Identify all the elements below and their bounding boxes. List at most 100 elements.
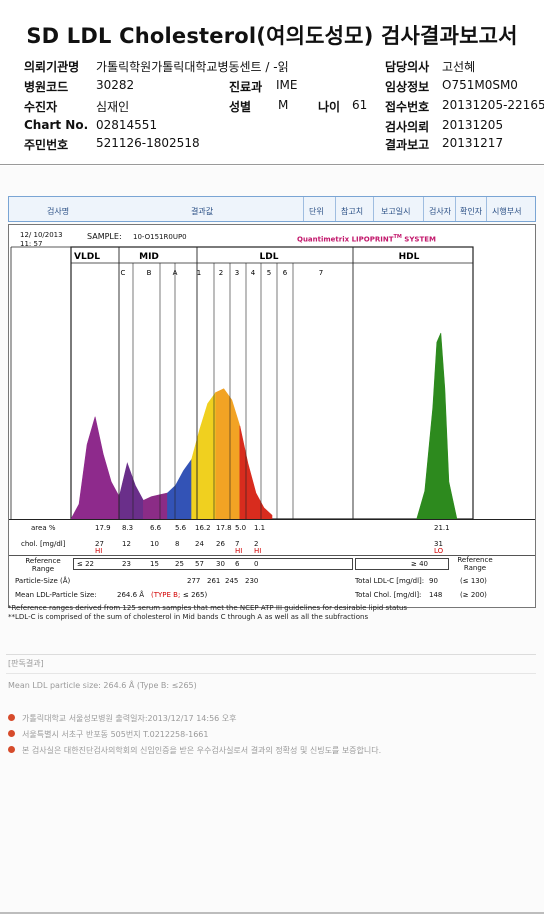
series-area-mid-a	[167, 458, 192, 520]
ref-value-cell: 0	[254, 560, 259, 568]
col-reference: 참고치	[341, 207, 364, 216]
band-label: A	[173, 269, 178, 277]
report-title: SD LDL Cholesterol(여의도성모) 검사결과보고서	[26, 24, 518, 48]
report-time: 11: 57	[20, 240, 43, 248]
series-area-vldl	[70, 416, 120, 520]
sex-label: 성별	[229, 100, 252, 114]
flag-label: HI	[95, 547, 103, 555]
accession-value: 20131205-22165	[442, 98, 544, 112]
col-report-time: 보고일시	[381, 207, 411, 216]
flag-label: LO	[434, 547, 444, 555]
col-test-name: 검사명	[47, 207, 70, 216]
sample-label: SAMPLE:	[87, 232, 122, 241]
col-divider	[486, 197, 487, 221]
areaRow-cell: 17.8	[216, 524, 232, 532]
ref-right-label: Reference Range	[457, 556, 493, 572]
particle-size-label: Particle-Size (Å)	[15, 577, 71, 585]
col-department: 시행부서	[492, 207, 522, 216]
cholRow-cell: 27	[95, 540, 104, 548]
chol-row-label: chol. [mg/dl]	[21, 540, 66, 548]
total-ldl-value: 90	[429, 577, 438, 585]
band-label: 2	[219, 269, 223, 277]
areaRow-cell: 5.6	[175, 524, 187, 532]
col-result: 결과값	[191, 207, 214, 216]
series-area-mid-c	[118, 462, 144, 520]
accreditation-footer: 본 검사실은 대한진단검사의학회의 신임인증을 받은 우수검사실로서 결과의 정…	[22, 746, 382, 755]
band-divider-group	[118, 247, 354, 519]
header-mid: 진료과 IME 성별 M 나이 61	[0, 0, 544, 160]
accession-label: 접수번호	[385, 100, 430, 114]
age-value: 61	[352, 98, 368, 112]
patient-label: 수진자	[24, 100, 58, 114]
age-label: 나이	[318, 100, 341, 114]
col-unit: 단위	[309, 207, 324, 216]
hospital-code-label: 병원코드	[24, 80, 69, 94]
brand-name: Quantimetrix LIPOPRINTTM SYSTEM	[297, 234, 436, 244]
group-label-vldl: VLDL	[74, 252, 100, 262]
ref-box-hdl	[355, 558, 449, 570]
areaRow-cell: 16.2	[195, 524, 211, 532]
lipoprint-chart: VLDL MID LDL HDL C B A 1 2 3 4 5 6 7	[10, 246, 474, 520]
page-bottom-border	[0, 912, 544, 914]
particle-size-cell: 230	[245, 577, 259, 585]
mean-particle-value: 264.6 Å	[117, 591, 145, 599]
col-divider	[423, 197, 424, 221]
bottom-divider-2	[6, 673, 536, 674]
bottom-divider	[6, 654, 536, 655]
hospital-code-value: 30282	[96, 78, 135, 92]
mean-particle-label: Mean LDL-Particle Size:	[15, 591, 97, 599]
group-label-mid: MID	[139, 252, 159, 262]
bullet-icon	[8, 746, 15, 753]
sample-value: 10-O151R0UP0	[133, 233, 187, 241]
total-chol-value: 148	[429, 591, 443, 599]
report-date-label: 결과보고	[385, 138, 430, 152]
dept-value: IME	[276, 78, 298, 92]
particle-size-cell: 261	[207, 577, 221, 585]
chart-no-label: Chart No.	[24, 118, 89, 132]
lipoprint-report: 12/ 10/2013 11: 57 SAMPLE: 10-O151R0UP0 …	[8, 224, 536, 608]
group-label-ldl: LDL	[260, 252, 279, 262]
ref-top-line	[9, 555, 535, 556]
series-area-ldl-1	[191, 391, 217, 520]
header-right: 담당의사 고선혜 임상정보 O751M0SM0 접수번호 20131205-22165…	[385, 58, 544, 158]
footnote-1: *Reference ranges derived from 125 serum…	[8, 604, 408, 612]
series-area-ldl-3-7	[239, 425, 273, 520]
total-ldl-label: Total LDL-C [mg/dl]:	[355, 577, 425, 585]
header-divider	[0, 164, 544, 165]
doctor-value: 고선혜	[442, 60, 476, 74]
bullet-icon	[8, 730, 15, 737]
doctor-label: 담당의사	[385, 60, 430, 74]
clinical-info-label: 임상정보	[385, 80, 430, 94]
cholRow-cell: 26	[216, 540, 225, 548]
col-divider	[335, 197, 336, 221]
ref-box-ldl	[73, 558, 353, 570]
ref-value-cell: 15	[150, 560, 159, 568]
cholRow-cell: 31	[434, 540, 443, 548]
footnote-2: **LDL-C is comprised of the sum of chole…	[8, 613, 369, 621]
cholRow-cell: 24	[195, 540, 204, 548]
cholRow-cell: 8	[175, 540, 180, 548]
resident-id-label: 주민번호	[24, 138, 69, 152]
interpretation-text: Mean LDL particle size: 264.6 Å (Type B:…	[8, 681, 197, 690]
flag-label: HI	[235, 547, 243, 555]
dept-label: 진료과	[229, 80, 263, 94]
hospital-value: 가톨릭학원가톨릭대학교병동센트 / -읽	[96, 60, 289, 74]
interpretation-label: [판독결과]	[8, 659, 44, 668]
request-date-label: 검사의뢰	[385, 120, 430, 134]
band-label: 5	[267, 269, 271, 277]
band-label-group: VLDL MID LDL HDL C B A 1 2 3 4 5 6 7	[74, 252, 420, 277]
mean-particle-type: (TYPE B;	[151, 591, 181, 599]
group-label-hdl: HDL	[399, 252, 420, 262]
mean-particle-limit: ≤ 265)	[183, 591, 208, 599]
series-area-ldl-2	[215, 388, 241, 520]
cholRow-cell: 10	[150, 540, 159, 548]
areaRow-cell: 1.1	[254, 524, 266, 532]
address-footer: 서울특별시 서초구 반포동 505번지 T.0212258-1661	[22, 730, 209, 739]
ref-value-cell: ≤ 22	[77, 560, 94, 568]
col-divider	[373, 197, 374, 221]
chart-series-group	[70, 332, 458, 520]
areaRow-cell: 5.0	[235, 524, 247, 532]
band-label: C	[121, 269, 126, 277]
band-label: 3	[235, 269, 239, 277]
chart-no-value: 02814551	[96, 118, 158, 132]
